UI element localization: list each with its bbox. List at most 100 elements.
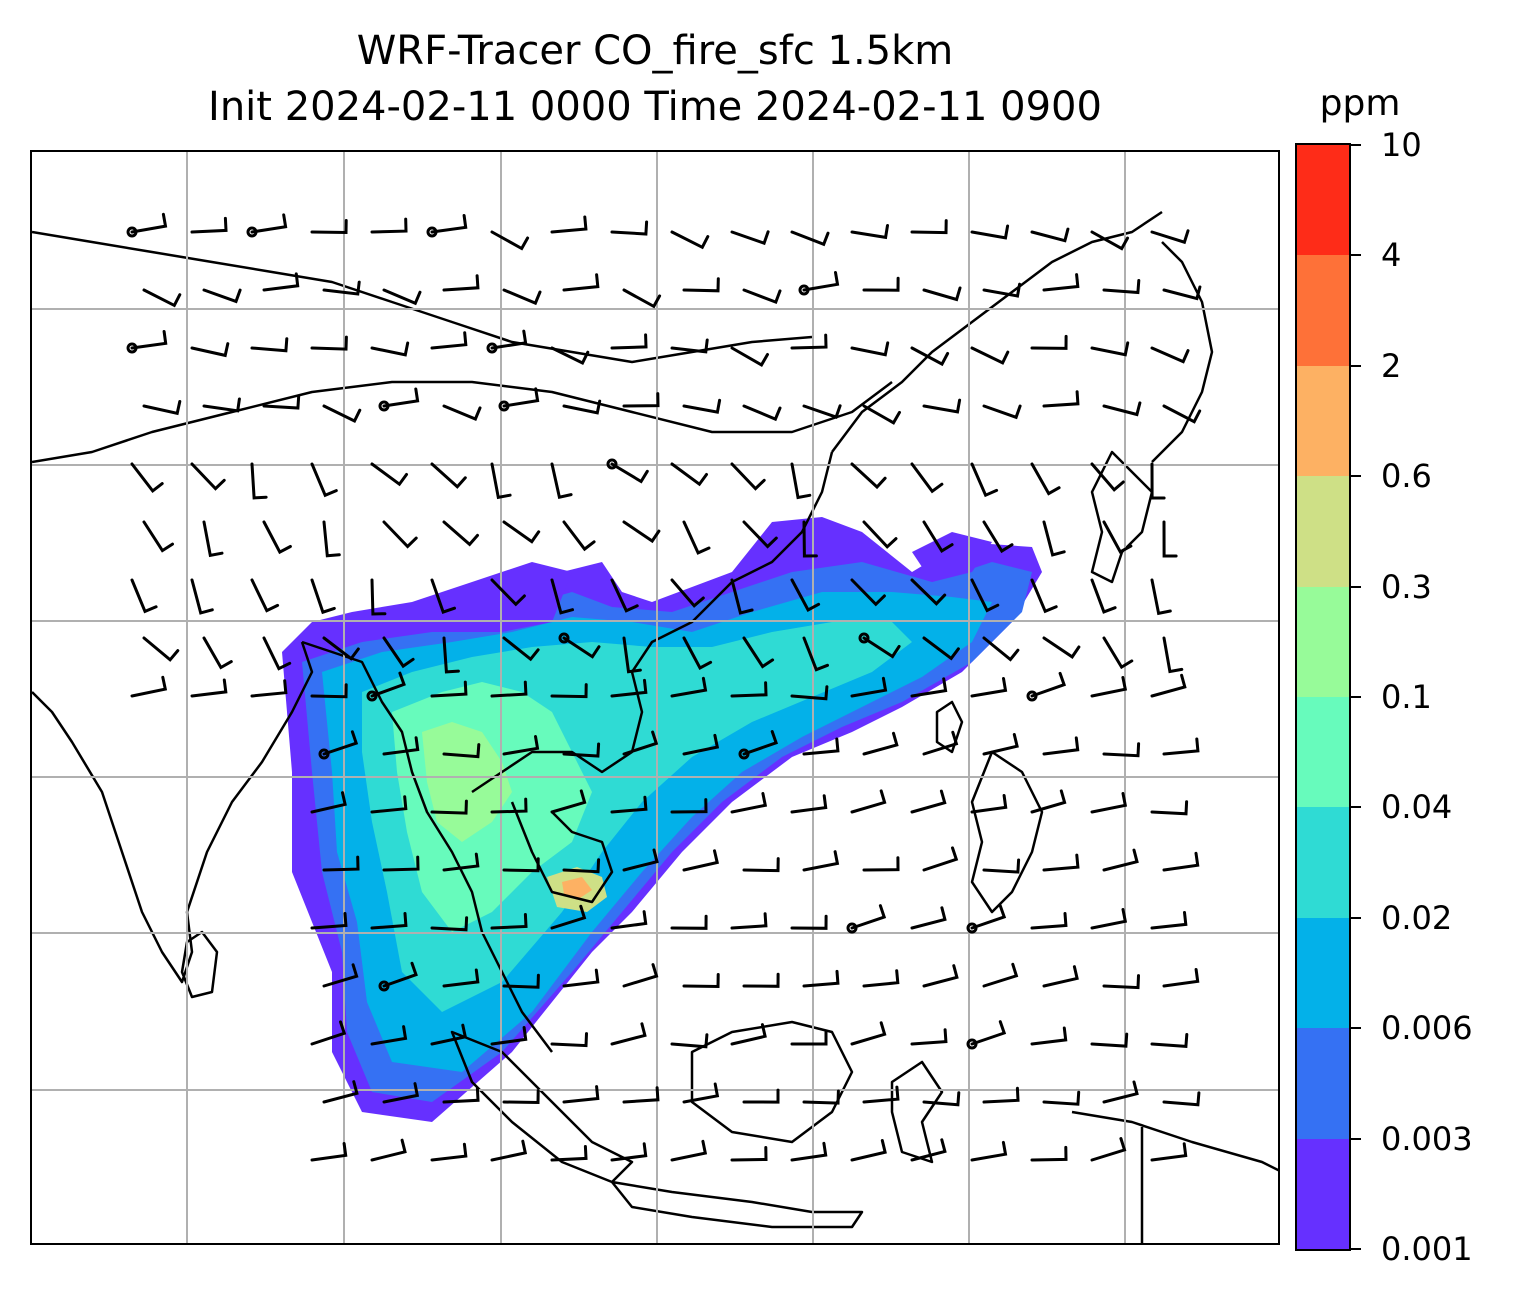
wind-barb bbox=[730, 912, 768, 930]
wind-barb bbox=[790, 1141, 828, 1162]
colorbar-segment bbox=[1297, 475, 1349, 587]
colorbar-tick-label: 10 bbox=[1381, 126, 1422, 164]
wind-barb bbox=[790, 914, 828, 930]
wind-barb bbox=[730, 578, 754, 615]
wind-barb bbox=[862, 856, 900, 872]
wind-barb bbox=[922, 286, 962, 302]
colorbar-tick bbox=[1351, 585, 1361, 588]
colorbar-tick bbox=[1351, 1027, 1361, 1030]
wind-barb bbox=[850, 789, 887, 814]
wind-barb bbox=[382, 736, 420, 756]
calm-wind-marker bbox=[246, 226, 258, 238]
colorbar-segment bbox=[1297, 917, 1349, 1029]
wind-barb bbox=[1090, 341, 1130, 357]
wind-barb bbox=[622, 392, 660, 408]
coastline-borneo bbox=[690, 1020, 854, 1144]
wind-barb bbox=[382, 636, 415, 669]
wind-barb bbox=[610, 578, 639, 613]
wind-barbs bbox=[126, 212, 1202, 1162]
wind-barb bbox=[622, 288, 662, 309]
wind-barb bbox=[490, 797, 528, 814]
wind-barb bbox=[670, 914, 708, 930]
wind-barb bbox=[1162, 1091, 1201, 1107]
colorbar-tick-label: 0.02 bbox=[1381, 898, 1453, 937]
colorbar-tick bbox=[1351, 475, 1361, 478]
colorbar-tick bbox=[1351, 916, 1361, 919]
wind-barb bbox=[622, 730, 659, 756]
wind-barb bbox=[502, 735, 540, 756]
wind-barb bbox=[502, 636, 540, 662]
wind-barb bbox=[370, 671, 406, 698]
wind-barb bbox=[322, 520, 341, 558]
wind-barb bbox=[490, 913, 528, 930]
calm-wind-marker bbox=[498, 400, 510, 412]
wind-barb bbox=[190, 462, 226, 491]
wind-barb bbox=[610, 910, 648, 930]
calm-wind-marker bbox=[606, 458, 618, 470]
wind-barb bbox=[1102, 520, 1133, 554]
wind-barb bbox=[1150, 1033, 1189, 1049]
colorbar-segment bbox=[1297, 1138, 1349, 1249]
wind-barb bbox=[1102, 279, 1141, 295]
wind-barb bbox=[490, 1139, 528, 1162]
wind-barb bbox=[790, 1030, 828, 1046]
wind-barb bbox=[622, 848, 659, 872]
wind-barb bbox=[730, 1023, 767, 1046]
wind-barb bbox=[1102, 636, 1134, 670]
wind-barb bbox=[502, 857, 540, 873]
wind-barb bbox=[310, 912, 348, 930]
wind-barb bbox=[490, 230, 530, 251]
colorbar-segment bbox=[1297, 365, 1349, 477]
calm-wind-marker bbox=[738, 748, 750, 760]
wind-barb bbox=[670, 798, 708, 814]
wind-barb bbox=[202, 520, 224, 558]
wind-barb bbox=[790, 462, 812, 500]
wind-barb bbox=[130, 578, 158, 614]
wind-barb bbox=[670, 1139, 708, 1162]
wind-barb bbox=[322, 963, 359, 988]
wind-barb bbox=[430, 1023, 468, 1046]
wind-barb bbox=[370, 795, 408, 814]
wind-barb bbox=[790, 794, 828, 814]
wind-barb bbox=[190, 678, 228, 698]
wind-barb bbox=[1042, 520, 1066, 557]
calm-wind-marker bbox=[366, 690, 378, 702]
wind-barb bbox=[1150, 578, 1172, 616]
wind-barb bbox=[370, 912, 408, 930]
wind-barb bbox=[1030, 1145, 1068, 1162]
wind-barb bbox=[1150, 346, 1190, 364]
wind-barb bbox=[682, 520, 711, 555]
wind-barb bbox=[982, 962, 1019, 988]
wind-barb bbox=[790, 578, 821, 613]
wind-barb bbox=[910, 346, 950, 367]
wind-barb bbox=[862, 1085, 900, 1104]
wind-barb bbox=[550, 1032, 588, 1048]
colorbar-segment bbox=[1297, 806, 1349, 918]
wind-barb bbox=[1090, 908, 1128, 930]
colorbar-tick-label: 0.6 bbox=[1381, 457, 1432, 496]
wind-barb bbox=[730, 462, 766, 491]
wind-barb bbox=[430, 916, 469, 932]
wind-barb bbox=[1162, 737, 1200, 756]
chart-title-line2: Init 2024-02-11 0000 Time 2024-02-11 090… bbox=[208, 84, 1102, 130]
wind-barb bbox=[370, 462, 408, 487]
wind-barb bbox=[910, 906, 947, 930]
wind-barb bbox=[262, 272, 300, 292]
wind-barb bbox=[1030, 334, 1068, 350]
wind-barb bbox=[190, 342, 230, 358]
wind-barb bbox=[1042, 273, 1080, 292]
wind-barb bbox=[142, 520, 174, 553]
map-panel[interactable] bbox=[30, 150, 1280, 1245]
wind-barb bbox=[670, 462, 708, 487]
wind-barb bbox=[610, 462, 649, 484]
wind-barb bbox=[142, 636, 180, 662]
wind-barb bbox=[982, 733, 1019, 756]
wind-barb bbox=[442, 852, 480, 872]
colorbar-segment bbox=[1297, 144, 1349, 256]
wind-barb bbox=[562, 636, 601, 659]
colorbar-segment bbox=[1297, 586, 1349, 697]
wind-barb bbox=[850, 224, 889, 240]
wind-barb bbox=[970, 1140, 1008, 1162]
wind-barb bbox=[850, 1021, 887, 1046]
wind-barb bbox=[490, 329, 528, 350]
